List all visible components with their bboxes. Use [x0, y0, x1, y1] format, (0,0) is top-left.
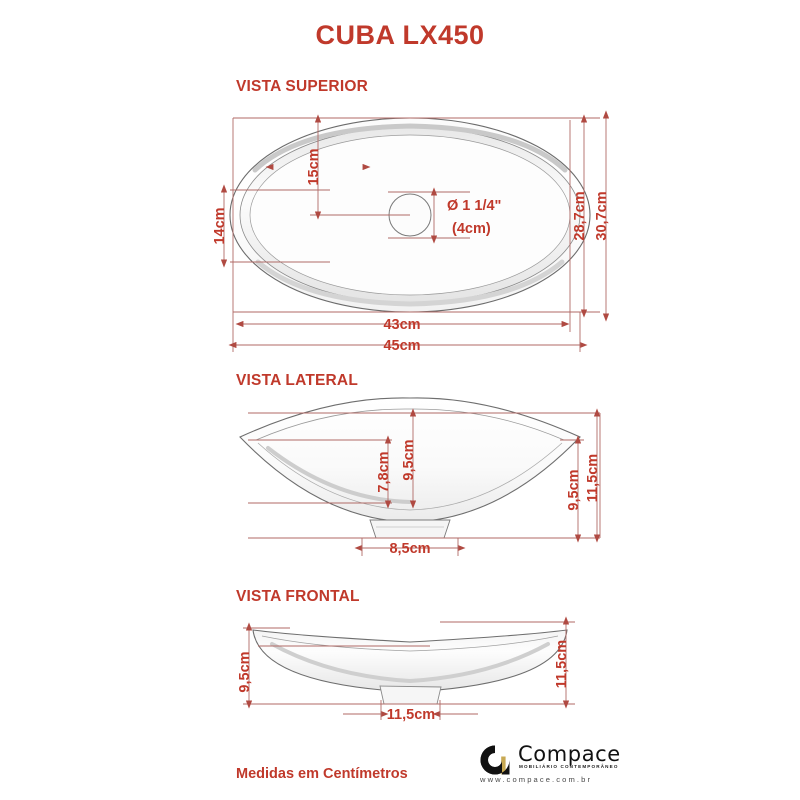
side-foot-base: [369, 519, 451, 539]
dim-side-right-outer: 11,5cm: [585, 454, 601, 502]
view-label-side: VISTA LATERAL: [236, 372, 358, 389]
view-label-top: VISTA SUPERIOR: [236, 78, 368, 95]
dim-drain-diameter-inch: Ø 1 1/4": [447, 198, 501, 214]
side-view-dimension-lines: [248, 408, 601, 556]
dim-drain-diameter-cm: (4cm): [452, 221, 491, 237]
dim-top-inner-height: 28,7cm: [572, 191, 588, 240]
dim-top-inner-width: 43cm: [383, 317, 420, 333]
dim-side-basin-depth: 9,5cm: [401, 439, 417, 480]
top-view-dimension-labels: 15cm 14cm Ø 1 1/4" (4cm) 28,7cm 30,7cm 4…: [212, 148, 610, 354]
top-view-dimension-lines: [220, 110, 610, 352]
compace-mark-icon: [480, 745, 510, 775]
front-foot-base: [379, 685, 442, 705]
dim-top-outer-height: 30,7cm: [594, 191, 610, 240]
dim-top-rim-offset: 14cm: [212, 207, 228, 244]
dim-side-inner-depth: 7,8cm: [376, 451, 392, 492]
dim-side-right-inner: 9,5cm: [566, 469, 582, 510]
dim-front-right-height: 11,5cm: [554, 640, 570, 688]
basin-top-highlight: [252, 123, 568, 173]
side-basin-shade: [266, 446, 412, 504]
front-view-drawing: [252, 629, 568, 705]
compace-wordmark: Compace: [518, 742, 621, 766]
side-basin-inner-curve: [257, 442, 563, 511]
dim-front-left-height: 9,5cm: [237, 651, 253, 692]
front-view-dimension-lines: [243, 616, 575, 720]
page-title: CUBA LX450: [315, 20, 485, 50]
side-view-dimension-labels: 7,8cm 9,5cm 8,5cm 9,5cm 11,5cm: [376, 439, 601, 557]
dim-top-outer-width: 45cm: [383, 338, 420, 354]
front-rim-line: [261, 635, 559, 652]
front-view-dimension-labels: 9,5cm 11,5cm 11,5cm: [237, 640, 570, 723]
dim-top-inner-depth: 15cm: [306, 148, 322, 185]
compace-url[interactable]: www.compace.com.br: [480, 775, 593, 784]
view-label-front: VISTA FRONTAL: [236, 588, 360, 605]
basin-bottom-shade: [255, 259, 565, 307]
front-basin-shade: [270, 642, 550, 684]
dim-side-base-width: 8,5cm: [389, 541, 430, 557]
compace-logo[interactable]: Compace MOBILIÁRIO CONTEMPORÂNEO www.com…: [478, 742, 628, 790]
footer-note: Medidas em Centímetros: [236, 766, 408, 782]
compace-tagline: MOBILIÁRIO CONTEMPORÂNEO: [519, 764, 619, 769]
dim-front-base-width: 11,5cm: [387, 707, 435, 723]
